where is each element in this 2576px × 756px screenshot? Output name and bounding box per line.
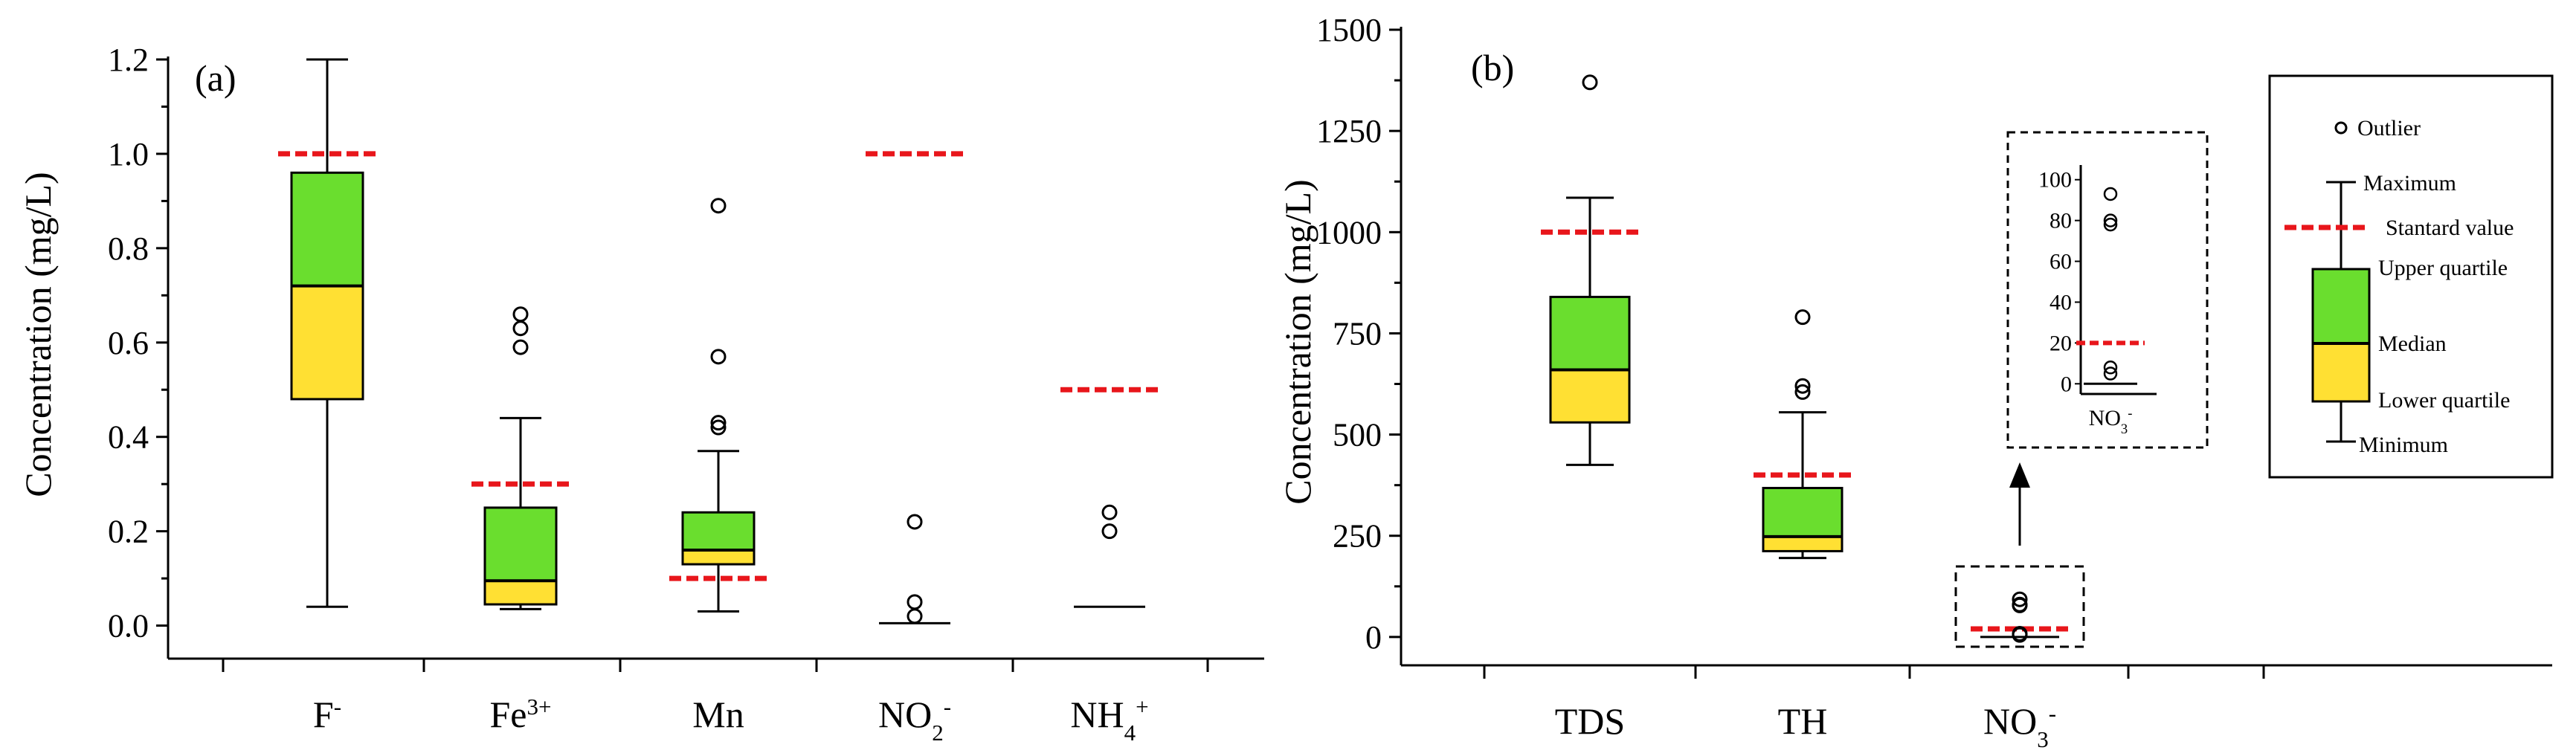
inset-outlier-point — [2103, 217, 2118, 232]
panel-b-box-1 — [1754, 309, 1852, 560]
panel-a-y-tick-label: 0.4 — [108, 419, 149, 456]
outlier-point — [907, 594, 923, 610]
panel-a-box-3 — [866, 151, 964, 624]
panel-a-box-4 — [1060, 387, 1159, 608]
legend: Outlier Maximum Stantard value Upper qua… — [2268, 74, 2554, 479]
upper-quartile-box — [681, 511, 756, 552]
inset-outlier-point — [2103, 361, 2118, 375]
outlier-point — [1794, 384, 1811, 400]
outlier-point — [710, 349, 727, 365]
outlier-point — [2012, 591, 2028, 607]
upper-quartile-box — [290, 171, 364, 288]
outlier-point — [1794, 378, 1811, 394]
legend-lower-quartile-label: Lower quartile — [2378, 388, 2510, 413]
outlier-point — [512, 339, 529, 355]
upper-quartile-box — [483, 506, 558, 582]
outlier-point — [907, 514, 923, 530]
inset-outlier-point — [2103, 187, 2118, 201]
outlier-point — [1101, 504, 1118, 520]
inset-y-tick-label: 60 — [2049, 250, 2072, 274]
panel-b-label: (b) — [1471, 47, 1514, 88]
outlier-point — [2012, 596, 2028, 613]
outlier-point — [710, 419, 727, 436]
legend-upper-box — [2311, 268, 2371, 345]
outlier-point — [512, 320, 529, 337]
panel-a-box-1 — [471, 306, 570, 610]
panel-b-y-tick-label: 750 — [1333, 315, 1382, 352]
outlier-point — [1101, 523, 1118, 540]
panel-b-y-tick-label: 1250 — [1316, 113, 1382, 149]
inset-y-tick-label: 0 — [2061, 372, 2072, 396]
panel-b-y-tick-label: 0 — [1365, 619, 1382, 656]
upper-quartile-box — [1549, 295, 1631, 371]
lower-quartile-box — [1762, 535, 1844, 552]
panel-a-box-2 — [669, 198, 767, 613]
legend-median-label: Median — [2378, 332, 2447, 356]
panel-a: (a) Concentration (mg/L) 0.0 0.2 0.4 0.6 0.8… — [17, 42, 1264, 746]
panel-b-category-label-1: TH — [1778, 700, 1828, 742]
inset-arrow-head — [2009, 462, 2030, 488]
legend-lower-box — [2311, 342, 2371, 403]
panel-b-y-tick-label: 500 — [1333, 417, 1382, 453]
panel-b-y-tick-label: 250 — [1333, 518, 1382, 555]
panel-b-box-2 — [1971, 591, 2069, 643]
inset-y-tick-label: 20 — [2049, 331, 2072, 355]
upper-quartile-box — [1762, 486, 1844, 538]
inset-frame — [2006, 131, 2209, 449]
outlier-point — [710, 198, 727, 214]
outlier-point — [512, 306, 529, 323]
lower-quartile-box — [290, 285, 364, 401]
panel-a-category-label-0: F- — [313, 694, 341, 736]
panel-b-category-label-0: TDS — [1555, 700, 1625, 742]
legend-maximum-label: Maximum — [2363, 171, 2456, 196]
outlier-point — [710, 415, 727, 431]
outlier-point — [2012, 626, 2028, 642]
inset-y-tick-label: 100 — [2038, 168, 2072, 193]
legend-minimum-label: Minimum — [2359, 433, 2448, 457]
legend-upper-quartile-label: Upper quartile — [2378, 256, 2508, 280]
outlier-point — [1582, 74, 1598, 91]
inset-outlier-point — [2103, 213, 2118, 227]
inset-y-tick-label: 40 — [2049, 290, 2072, 314]
legend-standard-label: Stantard value — [2386, 216, 2514, 240]
outlier-point — [1794, 309, 1811, 326]
inset-outlier-point — [2103, 366, 2118, 381]
panel-a-y-tick-label: 1.0 — [108, 136, 149, 172]
panel-a-category-label-4: NH4+ — [1070, 694, 1148, 746]
panel-b-y-axis-title: Concentration (mg/L) — [1277, 179, 1318, 504]
panel-a-category-label-1: Fe3+ — [490, 694, 552, 736]
panel-a-y-tick-label: 0.0 — [108, 608, 149, 644]
lower-quartile-box — [681, 549, 756, 566]
panel-a-category-label-3: NO2- — [878, 694, 951, 746]
panel-b: (b) Concentration (mg/L) 025050075010001… — [1277, 12, 2552, 752]
panel-a-label: (a) — [195, 57, 236, 99]
panel-a-y-tick-label: 0.2 — [108, 514, 149, 550]
panel-a-y-axis-title: Concentration (mg/L) — [17, 172, 59, 497]
panel-a-category-label-2: Mn — [692, 694, 744, 735]
panel-a-y-tick-label: 0.8 — [108, 230, 149, 267]
panel-b-category-label-2: NO3- — [1983, 700, 2056, 752]
legend-outlier-label: Outlier — [2357, 116, 2421, 140]
inset-y-tick-label: 80 — [2049, 209, 2072, 233]
lower-quartile-box — [483, 579, 558, 606]
panel-a-y-tick-label: 0.6 — [108, 325, 149, 361]
panel-b-box-0 — [1541, 74, 1639, 466]
outlier-point — [907, 608, 923, 624]
panel-a-box-0 — [278, 58, 376, 608]
no3-highlight-box — [1954, 565, 2085, 648]
lower-quartile-box — [1549, 368, 1631, 424]
panel-b-y-tick-label: 1000 — [1316, 214, 1382, 251]
panel-a-y-tick-label: 1.2 — [108, 42, 149, 78]
panel-b-y-tick-label: 1500 — [1316, 12, 1382, 48]
legend-outlier-marker — [2334, 121, 2348, 135]
